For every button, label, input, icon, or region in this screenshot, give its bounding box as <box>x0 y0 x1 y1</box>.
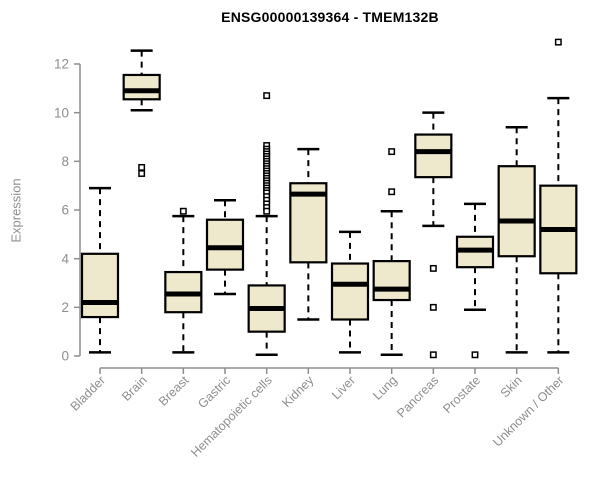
iqr-box <box>205 218 245 271</box>
iqr-box <box>330 262 370 321</box>
boxplot-pancreas <box>414 111 453 359</box>
iqr-box <box>80 252 120 319</box>
boxplot-lung <box>372 148 411 357</box>
y-tick-label: 12 <box>54 57 69 72</box>
x-category-label-bladder: Bladder <box>68 373 108 413</box>
y-tick-label: 6 <box>61 203 69 218</box>
outlier-marker <box>388 148 396 156</box>
y-tick-label: 4 <box>61 251 69 266</box>
boxplot-unknown-other <box>539 38 578 354</box>
iqr-box <box>372 260 411 302</box>
x-category-label-kidney: Kidney <box>280 373 317 410</box>
outlier-marker <box>429 303 437 311</box>
outlier-marker <box>138 170 146 177</box>
y-tick-label: 10 <box>54 105 69 120</box>
x-category-label-gastric: Gastric <box>195 373 233 411</box>
iqr-box <box>122 73 161 101</box>
x-category-label-prostate: Prostate <box>440 373 483 416</box>
x-category-label-liver: Liver <box>329 373 358 402</box>
y-tick-label: 2 <box>61 300 69 315</box>
outlier-marker <box>429 264 437 272</box>
outlier-marker <box>388 188 396 196</box>
boxplot-prostate <box>455 202 495 359</box>
x-category-label-unknown-other: Unknown / Other <box>490 373 566 449</box>
boxplot-breast <box>164 207 203 354</box>
outlier-marker <box>471 351 479 359</box>
chart-title: ENSG00000139364 - TMEM132B <box>221 9 439 25</box>
x-category-label-lung: Lung <box>370 373 400 403</box>
boxplot-brain <box>122 49 161 177</box>
y-axis-title: Expression <box>8 178 24 243</box>
y-axis: 0 2 4 6 8 10 12 <box>54 57 81 364</box>
y-tick-label: 0 <box>61 349 69 364</box>
x-category-label-skin: Skin <box>498 373 525 400</box>
boxplot-kidney <box>289 147 328 321</box>
iqr-box <box>497 165 536 258</box>
outlier-marker <box>138 163 146 171</box>
outlier-marker <box>429 351 437 359</box>
iqr-box <box>414 133 453 179</box>
boxplot-hematopoietic-cells <box>247 92 286 357</box>
outlier-marker <box>263 207 271 215</box>
y-tick-label: 8 <box>61 154 69 169</box>
boxplot-gastric <box>205 199 245 296</box>
outlier-marker <box>263 92 271 100</box>
x-category-label-pancreas: Pancreas <box>394 373 441 420</box>
boxplot-skin <box>497 126 536 354</box>
boxplot-liver <box>330 230 370 354</box>
x-category-label-hematopoietic-cells: Hematopoietic cells <box>188 373 275 460</box>
x-category-label-brain: Brain <box>119 373 150 404</box>
x-category-label-breast: Breast <box>156 373 192 409</box>
boxplot-bladder <box>80 186 120 354</box>
outlier-marker <box>179 207 187 215</box>
outlier-marker <box>554 38 562 46</box>
